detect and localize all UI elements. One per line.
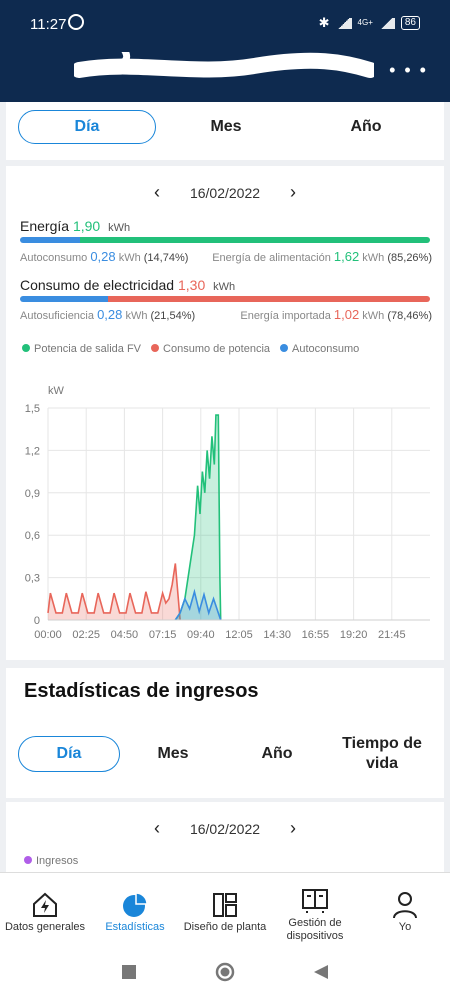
tab-month[interactable]: Mes bbox=[210, 118, 242, 135]
network-type: 4G+ bbox=[357, 18, 373, 27]
nav-estadisticas[interactable]: Estadísticas bbox=[90, 873, 180, 944]
y-tick-label: 1,2 bbox=[25, 445, 40, 457]
series-line-2 bbox=[174, 588, 222, 621]
energy-bar bbox=[20, 237, 430, 243]
pie-chart-icon bbox=[121, 891, 149, 919]
signal-icon-2 bbox=[378, 17, 395, 29]
income-legend: Ingresos bbox=[24, 855, 78, 867]
layout-icon bbox=[211, 891, 239, 919]
legend-consumption[interactable]: Consumo de potencia bbox=[151, 343, 270, 355]
consumption-value: 1,30 bbox=[177, 277, 206, 293]
income-tab-month[interactable]: Mes bbox=[157, 745, 189, 762]
bottom-navigation: Datos generales Estadísticas Diseño de p… bbox=[0, 872, 450, 944]
income-tab-lifetime[interactable]: Tiempo de vida bbox=[342, 735, 422, 772]
back-icon[interactable] bbox=[313, 964, 329, 980]
income-tab-day[interactable]: Día bbox=[18, 736, 120, 772]
income-tab-year[interactable]: Año bbox=[261, 745, 293, 762]
y-tick-label: 0 bbox=[34, 615, 40, 627]
y-tick-label: 0,3 bbox=[25, 573, 40, 585]
income-chevron-right-icon[interactable]: › bbox=[290, 818, 297, 838]
status-icons: ✱ 4G+ 86 bbox=[319, 15, 420, 31]
status-time: 11:27 bbox=[30, 16, 67, 33]
chevron-left-icon[interactable]: ‹ bbox=[153, 182, 160, 202]
income-date-label[interactable]: 16/02/2022 bbox=[189, 820, 261, 837]
energy-bar-feed bbox=[80, 237, 430, 243]
income-chevron-left-icon[interactable]: ‹ bbox=[153, 818, 160, 838]
app-header: 11:27 ✱ 4G+ 86 • • • bbox=[0, 0, 450, 102]
consumption-bar-self bbox=[20, 296, 109, 302]
tab-year[interactable]: Año bbox=[350, 118, 382, 135]
series-line-1 bbox=[47, 563, 181, 621]
y-tick-label: 1,5 bbox=[25, 403, 40, 415]
consumption-breakdown: Autosuficiencia 0,28 kWh (21,54%) Energí… bbox=[20, 307, 432, 322]
x-tick-label: 00:00 bbox=[34, 629, 62, 641]
recents-icon[interactable] bbox=[121, 964, 137, 980]
energy-breakdown: Autoconsumo 0,28 kWh (14,74%) Energía de… bbox=[20, 249, 432, 264]
nav-gestion-dispositivos[interactable]: Gestión de dispositivos bbox=[270, 873, 360, 944]
nav-yo[interactable]: Yo bbox=[360, 873, 450, 944]
date-label[interactable]: 16/02/2022 bbox=[189, 184, 261, 201]
date-navigator: ‹ 16/02/2022 › bbox=[6, 182, 444, 203]
x-tick-label: 04:50 bbox=[111, 629, 139, 641]
x-tick-label: 19:20 bbox=[340, 629, 368, 641]
system-navigation-bar bbox=[0, 944, 450, 1000]
x-tick-label: 12:05 bbox=[225, 629, 253, 641]
legend-pv[interactable]: Potencia de salida FV bbox=[22, 343, 141, 355]
x-tick-label: 02:25 bbox=[72, 629, 100, 641]
nav-diseno-planta[interactable]: Diseño de planta bbox=[180, 873, 270, 944]
battery-icon: 86 bbox=[400, 16, 420, 30]
y-tick-label: 0,9 bbox=[25, 488, 40, 500]
x-tick-label: 16:55 bbox=[302, 629, 330, 641]
x-tick-label: 21:45 bbox=[378, 629, 406, 641]
consumption-bar-import bbox=[108, 296, 430, 302]
consumption-bar bbox=[20, 296, 430, 302]
x-tick-label: 07:15 bbox=[149, 629, 177, 641]
series-line-0 bbox=[174, 414, 222, 621]
chart-legend: Potencia de salida FV Consumo de potenci… bbox=[22, 343, 359, 355]
energy-title: Energía 1,90 kWh bbox=[20, 218, 131, 234]
x-tick-label: 14:30 bbox=[263, 629, 291, 641]
period-tabs-card: Día Mes Año bbox=[6, 102, 444, 160]
nav-datos-generales[interactable]: Datos generales bbox=[0, 873, 90, 944]
chevron-right-icon[interactable]: › bbox=[290, 182, 297, 202]
x-tick-label: 09:40 bbox=[187, 629, 215, 641]
device-icon bbox=[301, 887, 329, 915]
y-tick-label: 0,6 bbox=[25, 530, 40, 542]
home-icon[interactable] bbox=[215, 962, 235, 982]
home-bolt-icon bbox=[31, 891, 59, 919]
energy-card: ‹ 16/02/2022 › Energía 1,90 kWh Autocons… bbox=[6, 166, 444, 660]
power-chart[interactable]: kW 1,5 1,2 0,9 0,6 0,3 0 00:00 02:25 04:50 07:15 09… bbox=[6, 378, 444, 648]
y-axis-label: kW bbox=[48, 385, 65, 397]
bluetooth-icon: ✱ bbox=[318, 15, 330, 30]
period-tabs: Día Mes Año bbox=[18, 110, 436, 144]
more-options-icon[interactable]: • • • bbox=[389, 60, 428, 80]
income-chart-card: ‹ 16/02/2022 › Ingresos bbox=[6, 802, 444, 872]
income-tabs: Día Mes Año Tiempo de vida bbox=[18, 734, 436, 774]
signal-icon bbox=[335, 17, 352, 29]
income-date-navigator: ‹ 16/02/2022 › bbox=[6, 818, 444, 839]
legend-self[interactable]: Autoconsumo bbox=[280, 343, 359, 355]
alarm-icon bbox=[68, 14, 84, 30]
series-area-1 bbox=[48, 563, 181, 620]
redaction-scribble bbox=[74, 52, 374, 78]
income-title: Estadísticas de ingresos bbox=[24, 680, 259, 702]
income-card: Estadísticas de ingresos Día Mes Año Tie… bbox=[6, 668, 444, 798]
series-area-0 bbox=[175, 415, 221, 620]
energy-value: 1,90 bbox=[72, 218, 101, 234]
user-icon bbox=[392, 891, 418, 919]
tab-day[interactable]: Día bbox=[18, 110, 156, 144]
energy-bar-self bbox=[20, 237, 81, 243]
consumption-title: Consumo de electricidad 1,30 kWh bbox=[20, 277, 236, 293]
